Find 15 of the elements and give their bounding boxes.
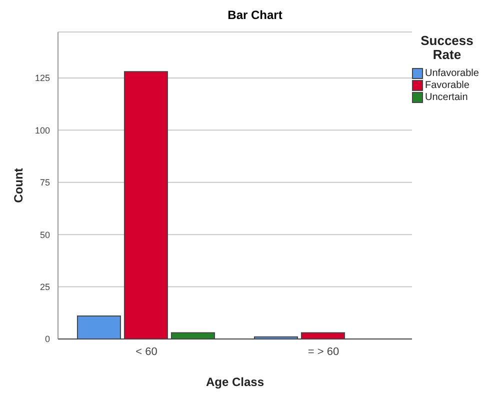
y-tick-label: 100 [34,125,50,136]
legend-label: Favorable [425,80,470,91]
chart-title: Bar Chart [226,8,284,24]
y-tick-label: 125 [34,73,50,84]
x-tick-label: < 60 [136,346,158,358]
x-tick-label: = > 60 [308,346,340,358]
y-axis-title: Count [11,168,26,203]
y-tick-label: 0 [44,334,50,344]
x-axis-title: Age Class [206,375,264,389]
legend-label: Unfavorable [425,68,479,79]
y-tick-label: 50 [40,230,50,240]
legend-label: Uncertain [425,92,468,103]
y-tick-label: 25 [40,282,50,292]
y-tick-label: 75 [40,178,50,188]
legend-title: Success Rate [420,33,474,62]
